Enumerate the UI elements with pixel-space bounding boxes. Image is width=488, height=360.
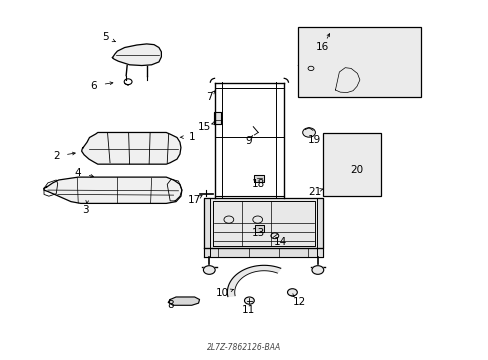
- Polygon shape: [254, 175, 264, 182]
- Polygon shape: [305, 65, 315, 72]
- Polygon shape: [325, 167, 349, 185]
- Circle shape: [203, 266, 215, 274]
- Polygon shape: [44, 177, 182, 203]
- Polygon shape: [204, 248, 322, 257]
- Polygon shape: [204, 198, 210, 257]
- Polygon shape: [112, 44, 161, 66]
- Text: 15: 15: [197, 122, 211, 132]
- Polygon shape: [204, 198, 322, 248]
- Polygon shape: [168, 297, 199, 305]
- Text: 19: 19: [307, 135, 321, 145]
- Text: 3: 3: [82, 204, 89, 215]
- Polygon shape: [255, 225, 264, 232]
- Text: 1: 1: [188, 132, 195, 142]
- Text: 9: 9: [244, 136, 251, 146]
- Polygon shape: [81, 132, 181, 164]
- Polygon shape: [227, 265, 280, 297]
- Text: 2L7Z-7862126-BAA: 2L7Z-7862126-BAA: [207, 343, 281, 352]
- Circle shape: [302, 128, 315, 137]
- Text: 16: 16: [315, 42, 329, 52]
- Text: 8: 8: [166, 300, 173, 310]
- Text: 13: 13: [251, 228, 264, 238]
- Text: 10: 10: [216, 288, 228, 298]
- Circle shape: [244, 297, 254, 304]
- Text: 20: 20: [350, 165, 363, 175]
- Text: 12: 12: [292, 297, 305, 307]
- Polygon shape: [214, 112, 221, 124]
- Polygon shape: [330, 65, 364, 95]
- Polygon shape: [334, 152, 346, 157]
- Text: 5: 5: [102, 32, 108, 42]
- Text: 14: 14: [273, 237, 286, 247]
- Bar: [298, 27, 420, 97]
- Text: 7: 7: [205, 92, 212, 102]
- Circle shape: [311, 266, 323, 274]
- Circle shape: [287, 289, 297, 296]
- Text: 6: 6: [90, 81, 97, 91]
- Text: 2: 2: [53, 151, 60, 161]
- Polygon shape: [316, 198, 322, 257]
- Text: 21: 21: [307, 186, 321, 197]
- Text: 11: 11: [241, 305, 255, 315]
- Text: 17: 17: [187, 195, 201, 205]
- Bar: [322, 133, 381, 196]
- Text: 18: 18: [251, 179, 264, 189]
- Text: 4: 4: [75, 168, 81, 178]
